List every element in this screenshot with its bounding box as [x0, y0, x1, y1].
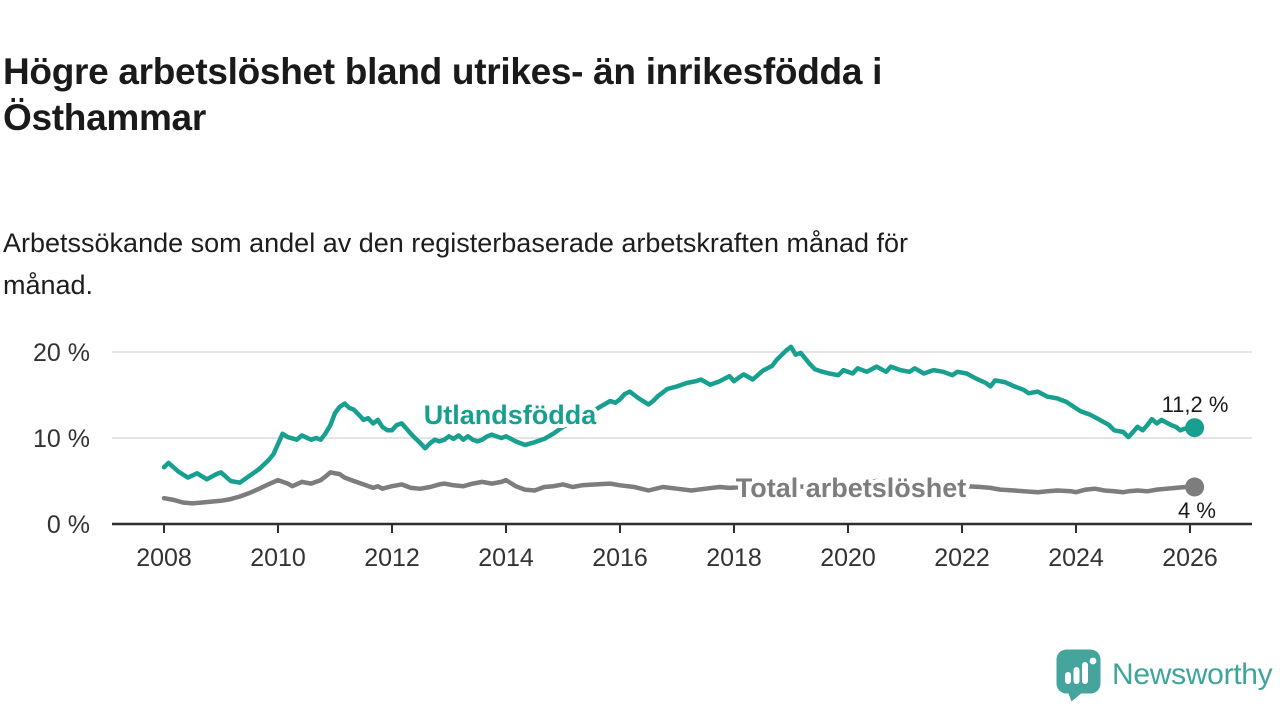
series-label-utlandsfodda: Utlandsfödda — [424, 400, 597, 430]
x-tick-label: 2016 — [592, 544, 648, 572]
x-tick-label: 2014 — [478, 544, 534, 572]
page-title-line2: Östhammar — [3, 97, 206, 139]
newsworthy-logo: Newsworthy — [1055, 648, 1273, 702]
y-tick-label: 10 % — [33, 425, 90, 453]
y-tick-label: 20 % — [33, 339, 90, 367]
x-tick-label: 2020 — [820, 544, 876, 572]
series-line-utlandsfodda — [161, 344, 1197, 485]
series-end-dot-utlandsfodda — [1185, 418, 1205, 438]
chart-subtitle-line1: Arbetssökande som andel av den registerb… — [3, 228, 909, 258]
x-tick-label: 2008 — [136, 544, 192, 572]
x-tick-label: 2018 — [706, 544, 762, 572]
x-tick-label: 2022 — [934, 544, 990, 572]
newsworthy-logo-icon — [1056, 649, 1101, 702]
x-tick-label: 2012 — [364, 544, 420, 572]
x-tick-label: 2026 — [1162, 544, 1218, 572]
newsworthy-logo-text: Newsworthy — [1112, 658, 1273, 691]
x-tick-label: 2010 — [250, 544, 306, 572]
series-end-value-total-arbetsloshet: 4 % — [1178, 498, 1216, 523]
y-tick-label: 0 % — [47, 511, 90, 539]
chart-subtitle: Arbetssökande som andel av den registerb… — [3, 223, 908, 307]
series-end-dot-total-arbetsloshet — [1185, 477, 1205, 497]
x-tick-label: 2024 — [1048, 544, 1104, 572]
series-end-value-utlandsfodda: 11,2 % — [1162, 392, 1229, 417]
page-title-line1: Högre arbetslöshet bland utrikes- än inr… — [3, 50, 883, 92]
series-label-total-arbetsloshet: Total arbetslöshet — [736, 473, 967, 503]
chart-subtitle-line2: månad. — [3, 269, 94, 300]
page-title: Högre arbetslöshet bland utrikes- än inr… — [3, 49, 882, 142]
series-line-total-arbetsloshet — [161, 470, 1197, 506]
